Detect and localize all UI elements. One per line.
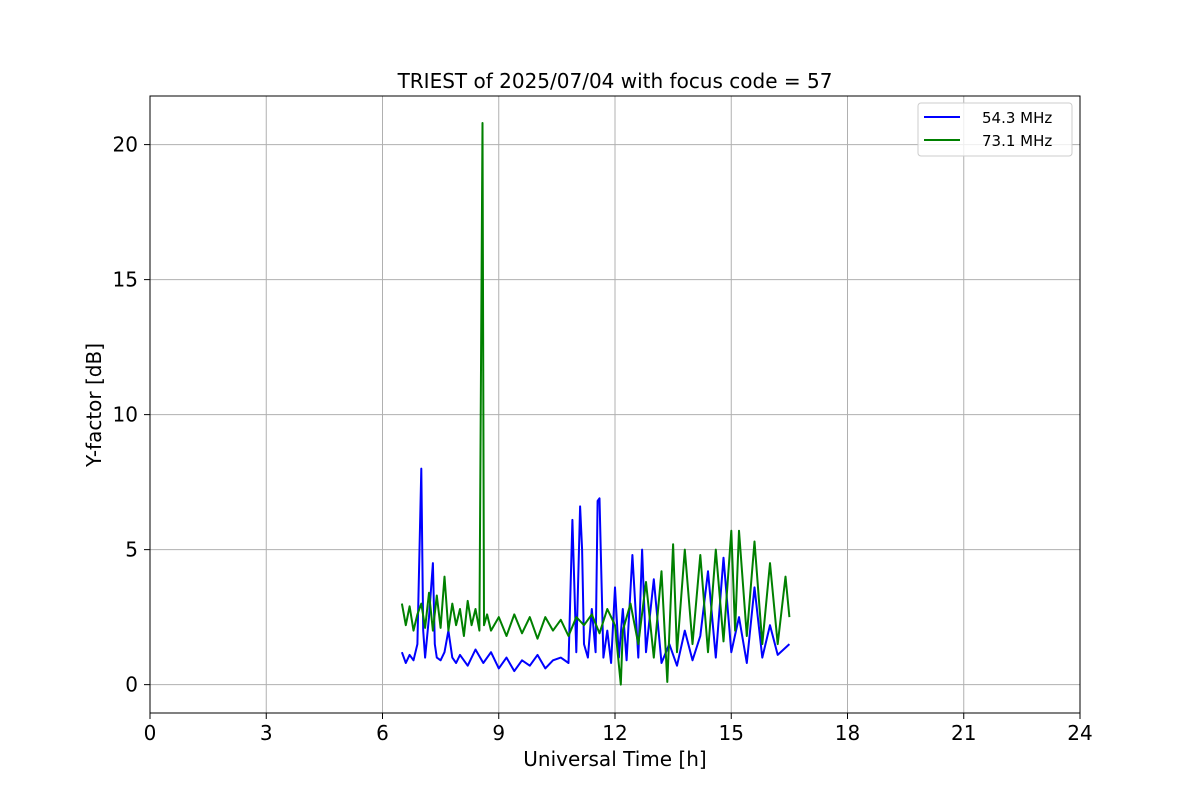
x-tick-label: 21 <box>951 721 976 745</box>
y-axis-label: Y-factor [dB] <box>82 343 106 468</box>
legend-label-73-1-mhz: 73.1 MHz <box>982 132 1052 150</box>
y-tick-label: 20 <box>113 133 138 157</box>
y-tick-label: 10 <box>113 403 138 427</box>
x-axis-label: Universal Time [h] <box>523 747 706 771</box>
x-tick-label: 15 <box>719 721 744 745</box>
series-line-73-1-mhz <box>400 122 791 686</box>
series-line-54-3-mhz <box>400 467 791 673</box>
x-tick-label: 0 <box>144 721 157 745</box>
y-tick-label: 0 <box>125 673 138 697</box>
x-tick-label: 3 <box>260 721 273 745</box>
x-tick-label: 24 <box>1067 721 1092 745</box>
ticks-layer: 0 3 6 9 12 15 18 21 24 0 5 10 15 20 <box>113 133 1093 745</box>
y-tick-label: 5 <box>125 538 138 562</box>
x-tick-label: 12 <box>602 721 627 745</box>
chart-title: TRIEST of 2025/07/04 with focus code = 5… <box>397 69 833 93</box>
series-layer <box>400 122 791 686</box>
x-tick-label: 6 <box>376 721 389 745</box>
legend-label-54-3-mhz: 54.3 MHz <box>982 109 1052 127</box>
y-tick-label: 15 <box>113 268 138 292</box>
x-tick-label: 9 <box>492 721 505 745</box>
legend: 54.3 MHz 73.1 MHz <box>917 102 1073 157</box>
x-tick-label: 18 <box>835 721 860 745</box>
